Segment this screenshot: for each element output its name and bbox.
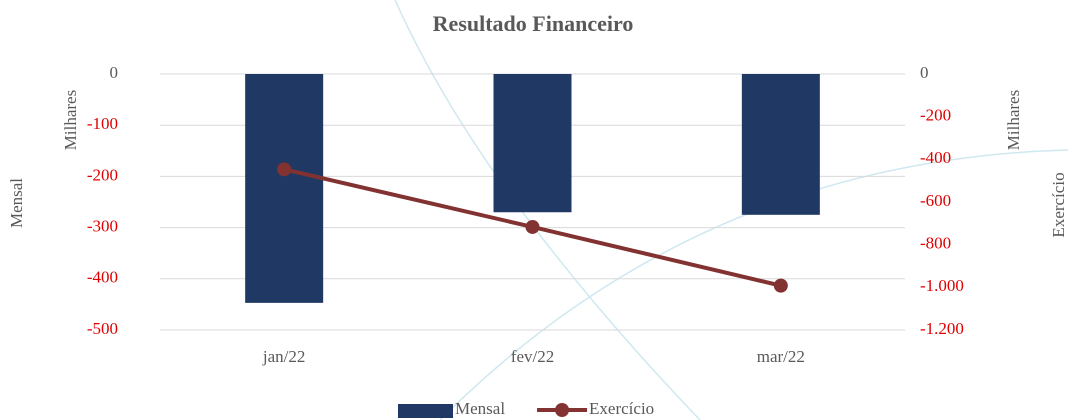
legend-label: Mensal [455, 399, 505, 418]
y2-tick-label: -200 [920, 106, 951, 125]
y-tick-label: -100 [87, 114, 118, 133]
y-tick-label: 0 [110, 63, 119, 82]
decor-curve [439, 149, 1068, 420]
legend-swatch [555, 403, 570, 417]
y2-axis-unit: Milhares [1004, 90, 1023, 150]
y-tick-label: -200 [87, 165, 118, 184]
y-axis-label: Mensal [7, 178, 26, 228]
y2-tick-label: -800 [920, 234, 951, 253]
x-tick-label: jan/22 [262, 347, 306, 366]
line-point [277, 162, 292, 177]
y2-tick-label: -400 [920, 148, 951, 167]
bar [245, 74, 324, 303]
y-tick-label: -300 [87, 217, 118, 236]
legend-swatch [398, 404, 453, 418]
legend-label: Exercício [589, 399, 654, 418]
line-point [773, 278, 788, 293]
bar [741, 74, 820, 215]
y-tick-label: -500 [87, 319, 118, 338]
y2-tick-label: -1.000 [920, 276, 964, 295]
x-tick-label: fev/22 [511, 347, 554, 366]
y2-tick-label: 0 [920, 63, 929, 82]
bar [493, 74, 572, 213]
y2-tick-label: -1.200 [920, 319, 964, 338]
y2-axis-label: Exercício [1049, 172, 1068, 237]
x-tick-label: mar/22 [757, 347, 805, 366]
y-axis-unit: Milhares [61, 90, 80, 150]
y-tick-label: -400 [87, 268, 118, 287]
line-point [525, 219, 540, 234]
y2-tick-label: -600 [920, 191, 951, 210]
chart-title: Resultado Financeiro [433, 11, 634, 36]
